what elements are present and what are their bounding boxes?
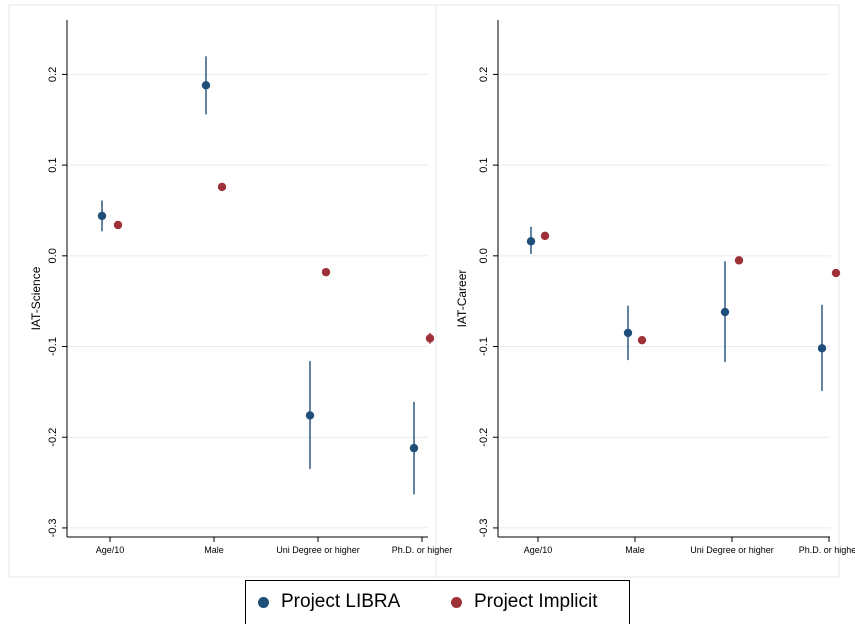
x-tick-label: Age/10 <box>524 545 553 555</box>
x-tick-label: Ph.D. or higher <box>392 545 453 555</box>
data-point <box>321 267 331 277</box>
y-tick-label: 0.2 <box>478 67 490 82</box>
data-point <box>409 443 419 453</box>
x-tick-label: Age/10 <box>96 545 125 555</box>
legend: Project LIBRA Project Implicit <box>245 580 630 624</box>
y-tick-label: 0.0 <box>478 248 490 263</box>
data-point <box>817 344 827 353</box>
y-tick-label: -0.3 <box>47 518 59 537</box>
data-point <box>97 211 107 221</box>
y-tick-label: 0.1 <box>478 157 490 172</box>
x-tick-label: Ph.D. or higher <box>799 545 855 555</box>
data-point <box>526 237 536 246</box>
legend-item-libra: Project LIBRA <box>258 591 400 613</box>
x-tick-label: Male <box>625 545 645 555</box>
x-tick-label: Uni Degree or higher <box>690 545 774 555</box>
y-tick-label: 0.1 <box>47 157 59 172</box>
legend-marker-implicit <box>451 596 462 608</box>
legend-label-libra: Project LIBRA <box>281 591 401 612</box>
y-tick-label: -0.1 <box>478 337 490 356</box>
x-tick-label: Male <box>204 545 224 555</box>
data-point <box>113 220 123 230</box>
legend-item-implicit: Project Implicit <box>451 591 598 613</box>
y-tick-label: 0.0 <box>47 248 59 263</box>
data-point <box>720 307 730 317</box>
legend-label-implicit: Project Implicit <box>474 591 598 612</box>
panel-iat-science: 0.2 0.1 0.0 -0.1 -0.2 -0.3 IAT-Science Age/10 Ma… <box>29 20 452 555</box>
y-tick-label: -0.1 <box>47 337 59 356</box>
legend-marker-libra <box>258 596 269 608</box>
data-point <box>540 231 550 241</box>
graph-region-frame <box>8 4 840 578</box>
data-point <box>201 81 211 90</box>
data-point <box>623 328 633 338</box>
data-point <box>831 268 841 278</box>
y-axis-title: IAT-Science <box>29 266 43 330</box>
panel-iat-career: 0.2 0.1 0.0 -0.1 -0.2 -0.3 IAT-Career Age/10 Mal… <box>455 20 855 555</box>
y-tick-label: -0.2 <box>47 428 59 447</box>
data-point <box>305 411 315 420</box>
x-tick-label: Uni Degree or higher <box>276 545 360 555</box>
y-tick-label: -0.2 <box>478 428 490 447</box>
data-point <box>637 335 647 345</box>
y-tick-label: -0.3 <box>478 518 490 537</box>
y-tick-label: 0.2 <box>47 67 59 82</box>
data-point <box>425 334 435 343</box>
data-point <box>734 256 744 265</box>
data-point <box>217 182 227 192</box>
y-axis-title: IAT-Career <box>455 270 469 328</box>
